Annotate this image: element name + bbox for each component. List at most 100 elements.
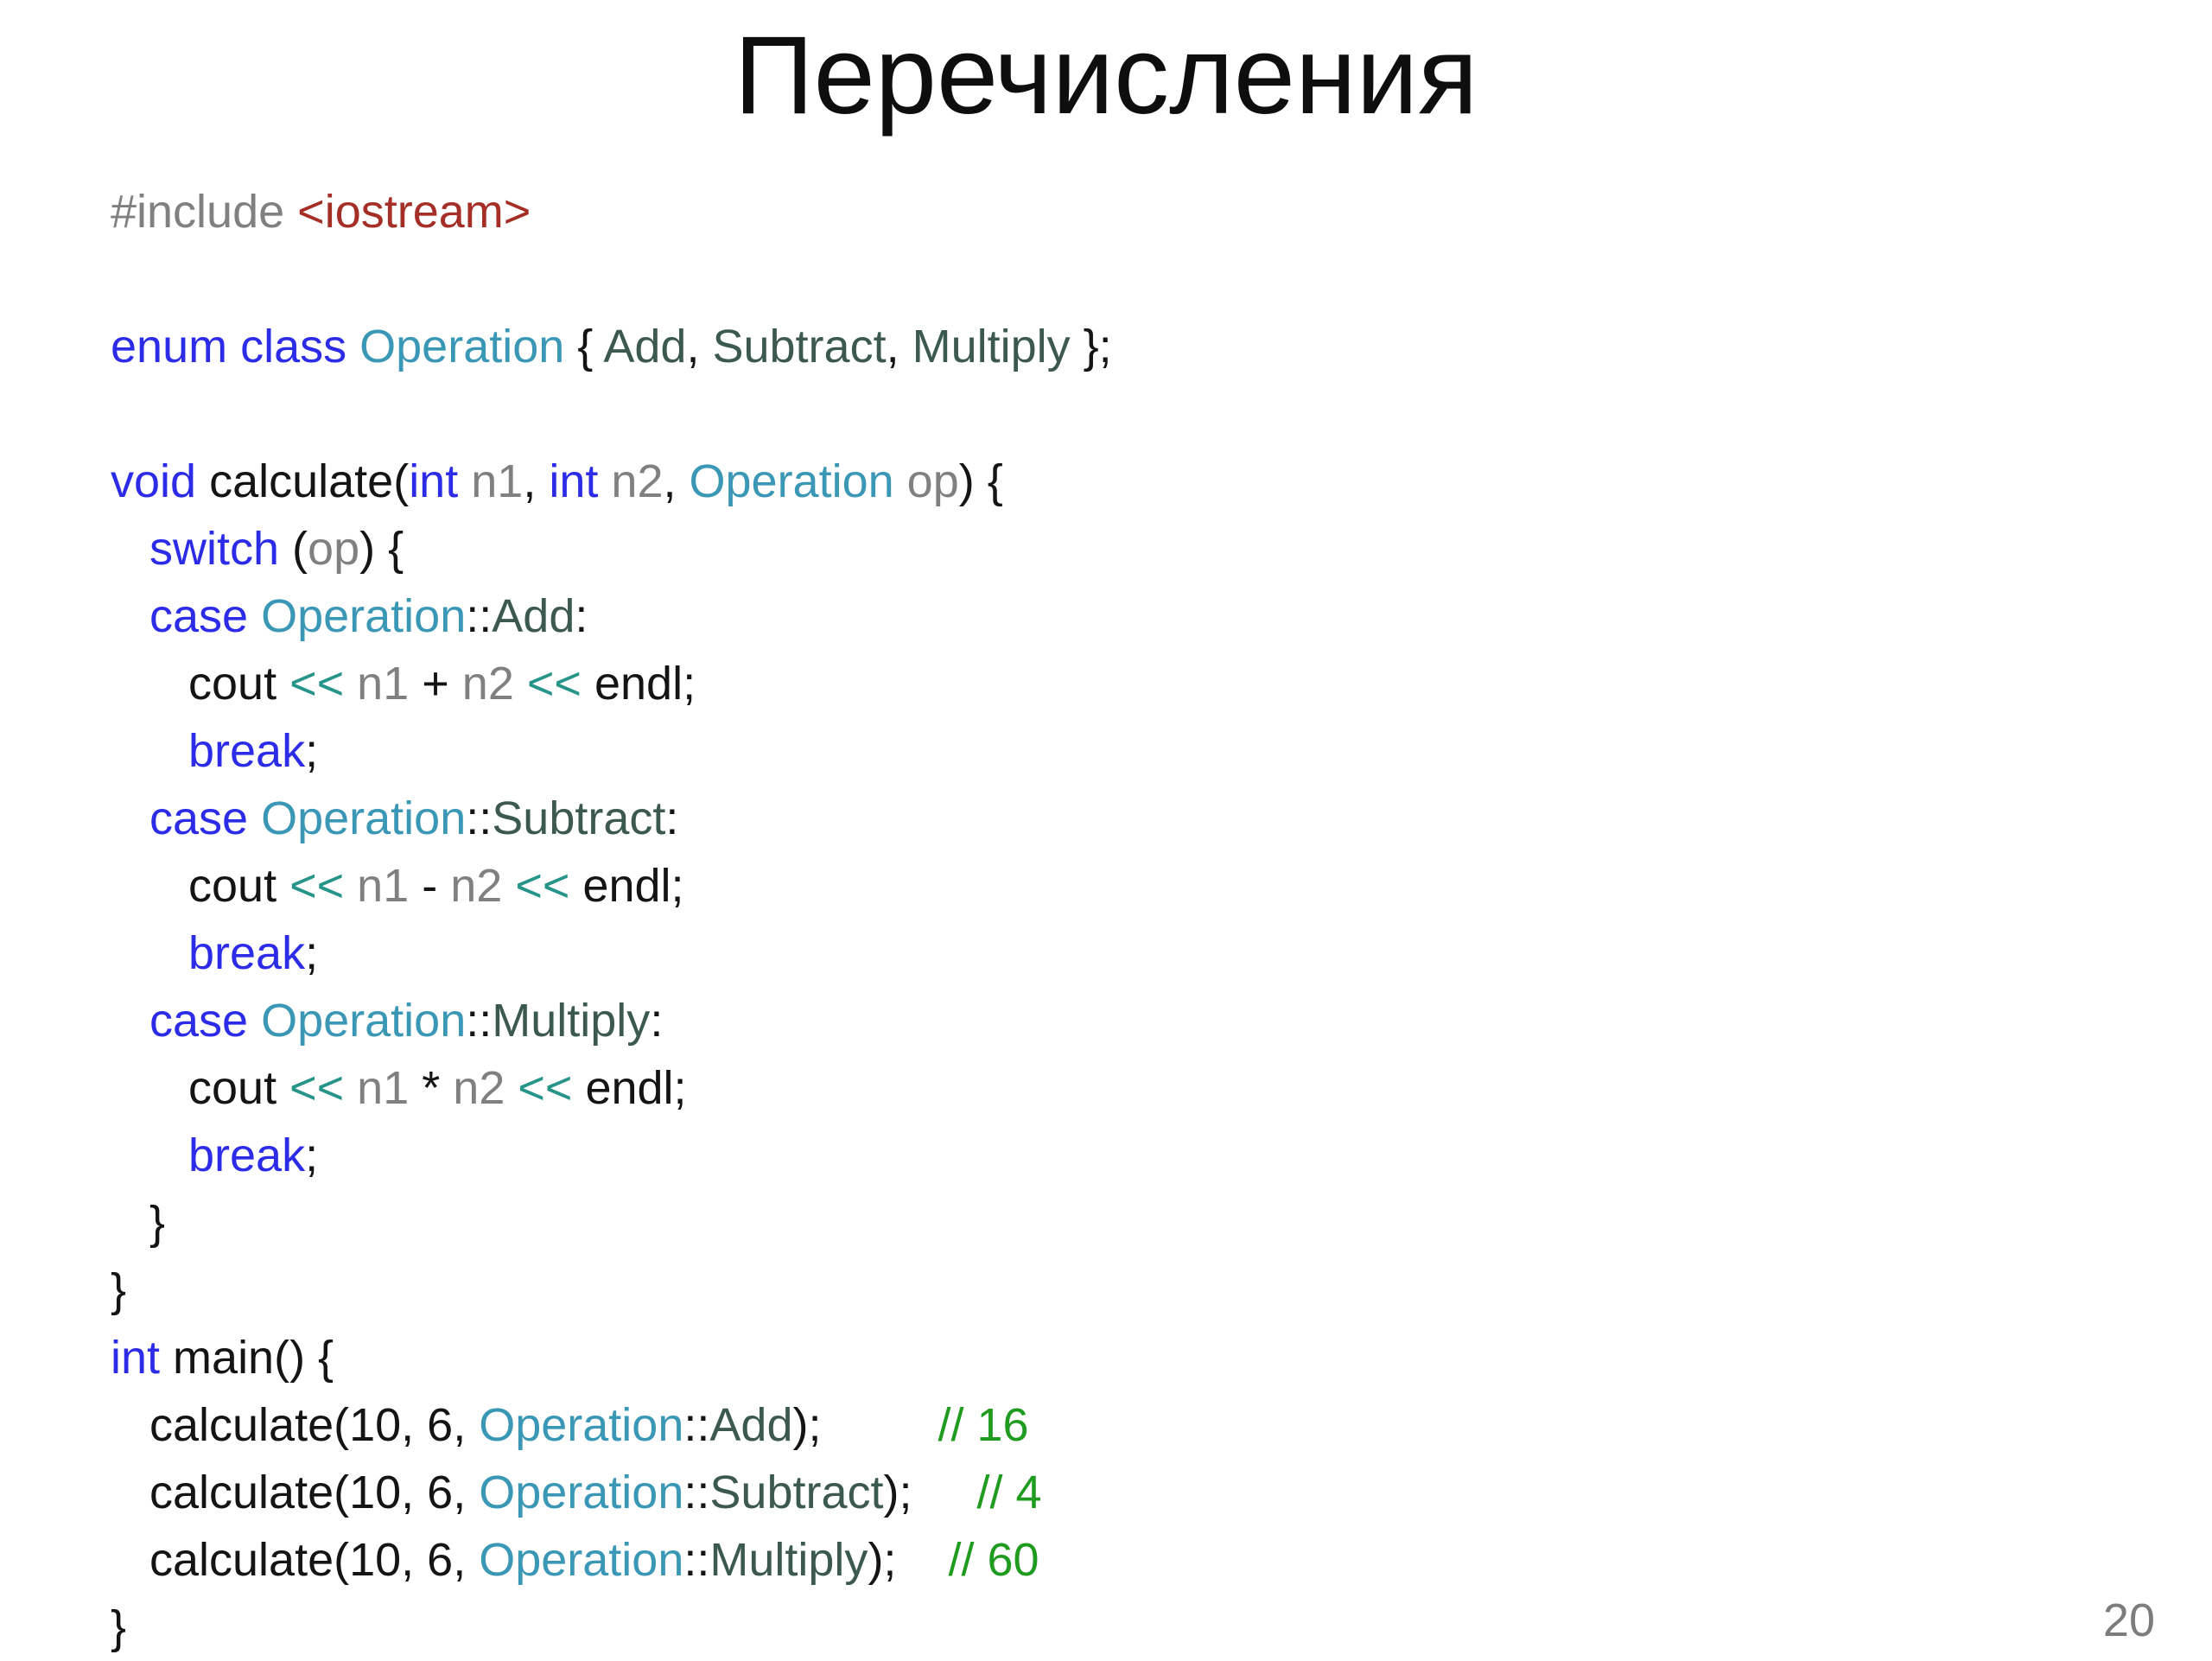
code-line: }: [111, 1189, 1112, 1257]
code-token: int: [111, 1332, 161, 1384]
code-token: endl;: [581, 658, 696, 710]
code-line: enum class Operation { Add, Subtract, Mu…: [111, 313, 1112, 380]
code-token: <<: [289, 860, 345, 912]
code-block: #include <iostream> enum class Operation …: [111, 178, 1112, 1661]
code-token: // 60: [948, 1534, 1039, 1586]
code-token: n1: [357, 658, 410, 710]
code-token: endl;: [569, 860, 684, 912]
code-token: case: [149, 792, 249, 844]
code-token: [344, 658, 357, 710]
code-token: [912, 1467, 977, 1518]
code-token: ::: [683, 1399, 710, 1451]
code-token: main() {: [160, 1332, 334, 1384]
code-token: *: [409, 1062, 454, 1114]
code-token: Add: [492, 590, 575, 642]
code-token: op: [906, 455, 959, 507]
code-token: ) {: [359, 523, 404, 575]
code-token: ,: [886, 321, 912, 372]
code-token: cout: [188, 860, 290, 912]
code-token: [598, 455, 611, 507]
code-line: int main() {: [111, 1324, 1112, 1391]
code-token: <iostream>: [297, 186, 531, 238]
code-token: Subtract: [712, 321, 887, 372]
code-token: }: [111, 1601, 127, 1653]
code-token: :: [650, 995, 664, 1047]
code-token: Operation: [359, 321, 565, 372]
code-token: [344, 860, 357, 912]
code-token: Operation: [479, 1467, 684, 1518]
code-token: switch: [149, 523, 280, 575]
code-token: Add: [709, 1399, 793, 1451]
code-token: case: [149, 590, 249, 642]
code-token: [821, 1399, 938, 1451]
code-line: case Operation::Multiply:: [111, 987, 1112, 1054]
code-token: ::: [683, 1534, 710, 1586]
code-token: enum class: [111, 321, 347, 372]
code-token: Multiply: [492, 995, 651, 1047]
code-line: break;: [111, 920, 1112, 987]
code-line: #include <iostream>: [111, 178, 1112, 245]
code-token: [248, 995, 261, 1047]
code-token: op: [308, 523, 360, 575]
code-token: n2: [453, 1062, 505, 1114]
code-token: ,: [686, 321, 713, 372]
code-token: int: [549, 455, 599, 507]
code-token: Subtract: [709, 1467, 884, 1518]
code-token: cout: [188, 1062, 290, 1114]
code-line: break;: [111, 1122, 1112, 1189]
code-token: break: [188, 725, 306, 777]
code-token: [248, 590, 261, 642]
code-token: Multiply: [912, 321, 1071, 372]
code-token: [896, 1534, 948, 1586]
code-token: [514, 658, 527, 710]
code-token: calculate(10, 6,: [149, 1399, 480, 1451]
code-token: calculate(10, 6,: [149, 1467, 480, 1518]
code-token: ::: [466, 590, 493, 642]
code-token: ;: [305, 927, 319, 979]
code-token: :: [665, 792, 679, 844]
code-line: case Operation::Add:: [111, 582, 1112, 650]
code-token: ) {: [958, 455, 1003, 507]
code-token: case: [149, 995, 249, 1047]
code-token: n2: [450, 860, 503, 912]
code-token: break: [188, 927, 306, 979]
code-token: :: [575, 590, 588, 642]
code-token: Operation: [689, 455, 894, 507]
code-token: ,: [663, 455, 690, 507]
code-blank-line: [111, 380, 1112, 448]
code-token: Operation: [261, 590, 467, 642]
code-token: );: [883, 1467, 912, 1518]
code-token: // 16: [938, 1399, 1029, 1451]
code-token: n1: [471, 455, 524, 507]
code-line: calculate(10, 6, Operation::Multiply); /…: [111, 1526, 1112, 1594]
code-token: [458, 455, 471, 507]
code-token: ;: [305, 725, 319, 777]
code-token: [248, 792, 261, 844]
code-token: <<: [518, 1062, 573, 1114]
code-token: calculate(: [196, 455, 410, 507]
code-token: int: [409, 455, 459, 507]
code-token: n1: [357, 860, 410, 912]
code-token: );: [792, 1399, 822, 1451]
code-line: cout << n1 - n2 << endl;: [111, 852, 1112, 920]
code-token: #include: [111, 186, 298, 238]
code-token: void: [111, 455, 197, 507]
code-token: break: [188, 1130, 306, 1181]
code-line: case Operation::Subtract:: [111, 785, 1112, 852]
code-token: n2: [611, 455, 664, 507]
code-token: [894, 455, 907, 507]
page-number: 20: [2102, 1594, 2155, 1646]
code-line: cout << n1 * n2 << endl;: [111, 1054, 1112, 1122]
code-line: }: [111, 1594, 1112, 1661]
code-token: }: [111, 1264, 127, 1316]
code-token: ;: [305, 1130, 319, 1181]
code-token: <<: [526, 658, 582, 710]
code-token: ::: [466, 792, 493, 844]
code-token: {: [564, 321, 604, 372]
code-token: +: [409, 658, 462, 710]
code-token: [346, 321, 359, 372]
code-token: <<: [289, 658, 345, 710]
code-token: n2: [461, 658, 514, 710]
code-token: Multiply: [709, 1534, 868, 1586]
